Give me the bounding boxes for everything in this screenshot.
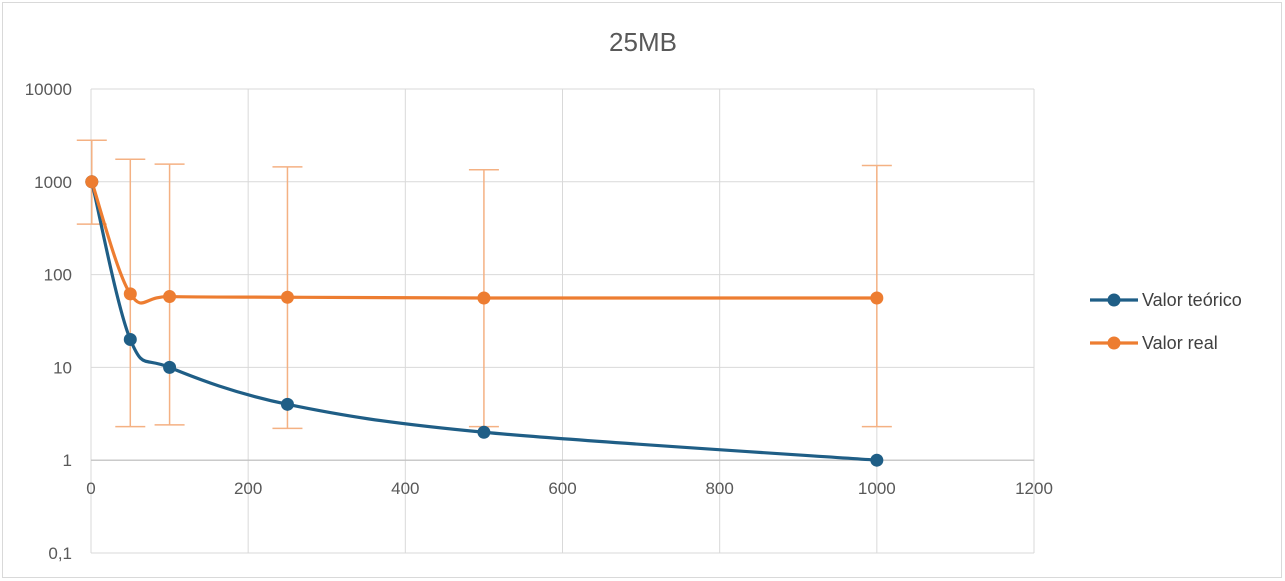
- y-tick-label: 1000: [34, 173, 72, 192]
- y-tick-label: 1: [63, 451, 72, 470]
- data-point: [280, 397, 294, 411]
- x-tick-label: 800: [705, 479, 733, 498]
- legend-marker: [1107, 336, 1121, 350]
- data-point: [123, 287, 137, 301]
- y-tick-label: 100: [44, 266, 72, 285]
- x-tick-label: 200: [234, 479, 262, 498]
- legend-marker: [1107, 293, 1121, 307]
- x-tick-label: 400: [391, 479, 419, 498]
- error-bars: [76, 139, 892, 430]
- data-point: [870, 291, 884, 305]
- x-tick-label: 1200: [1015, 479, 1053, 498]
- x-tick-label: 1000: [858, 479, 896, 498]
- legend-label: Valor teórico: [1142, 290, 1242, 310]
- data-point: [870, 453, 884, 467]
- legend: Valor teórico Valor real: [1090, 290, 1242, 353]
- data-points: [85, 175, 884, 467]
- tick-labels: 0,1 1 10 100 1000 10000 0 200 400 600 800 1000 1200: [25, 80, 1053, 563]
- data-point: [163, 290, 177, 304]
- y-tick-label: 0,1: [48, 544, 72, 563]
- data-point: [85, 175, 99, 189]
- data-point: [280, 290, 294, 304]
- data-point: [163, 360, 177, 374]
- x-tick-label: 0: [86, 479, 95, 498]
- y-tick-label: 10: [53, 358, 72, 377]
- data-point: [477, 291, 491, 305]
- data-point: [123, 332, 137, 346]
- chart-title: 25MB: [609, 27, 677, 57]
- legend-label: Valor real: [1142, 333, 1218, 353]
- y-tick-label: 10000: [25, 80, 72, 99]
- data-point: [477, 425, 491, 439]
- x-tick-label: 600: [548, 479, 576, 498]
